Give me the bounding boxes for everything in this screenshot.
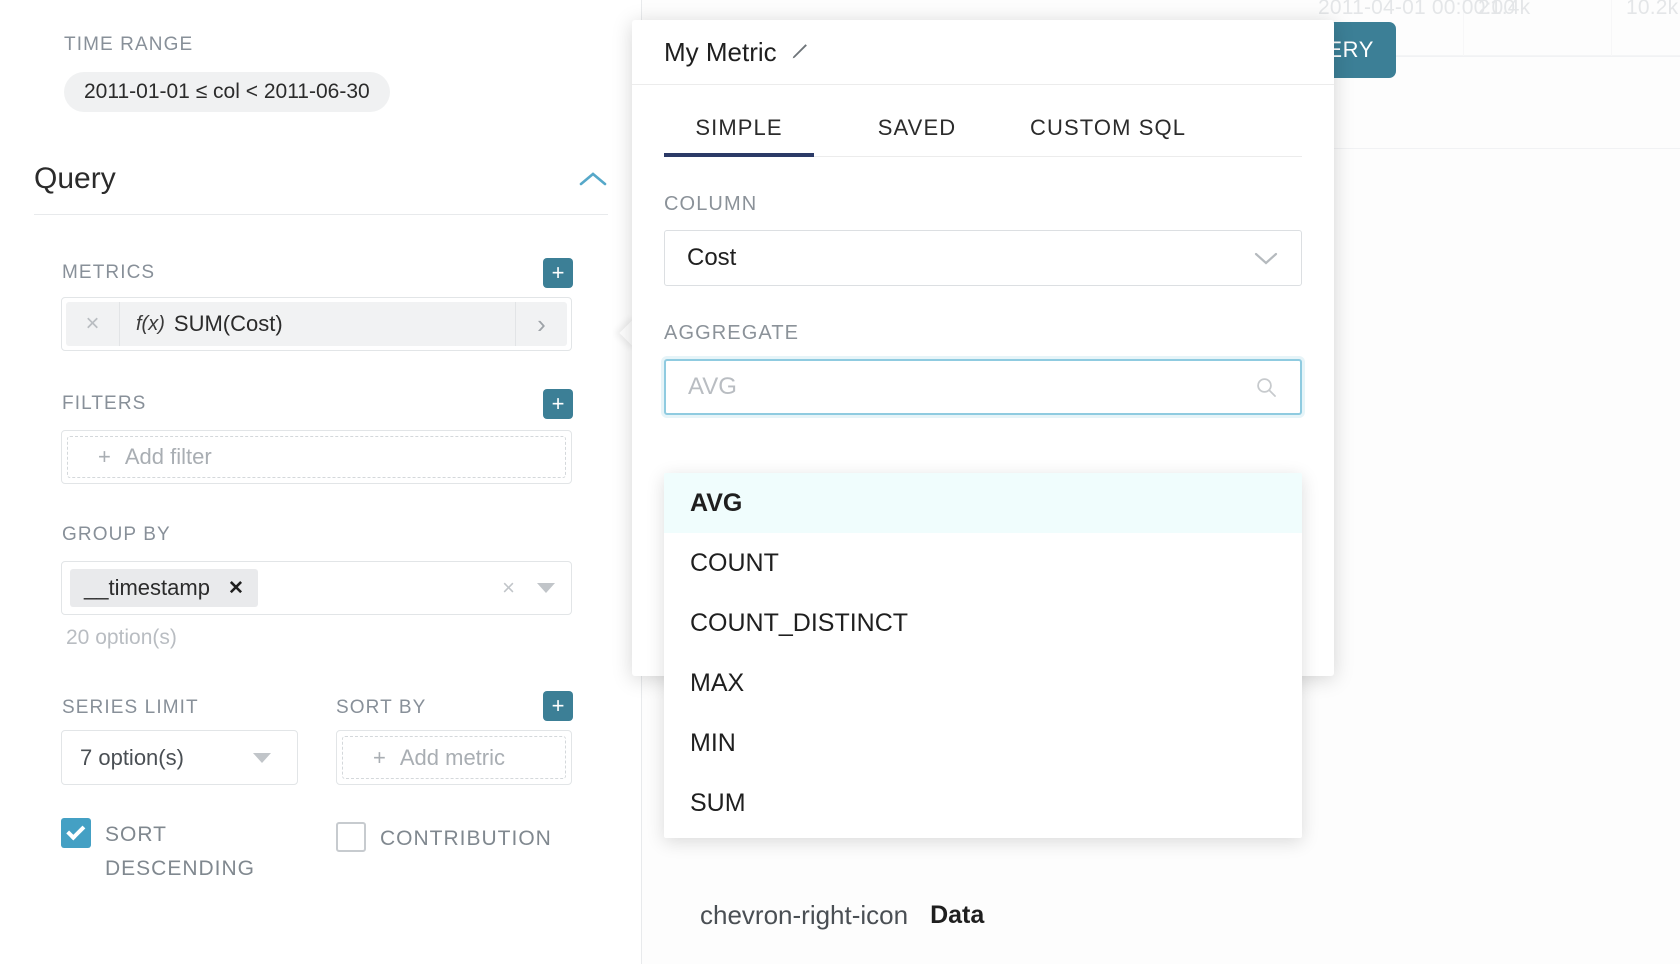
function-icon: f(x): [136, 312, 165, 335]
remove-tag-icon[interactable]: ✕: [227, 577, 244, 599]
column-select[interactable]: Cost: [664, 230, 1302, 286]
chevron-right-icon[interactable]: chevron-right-icon: [700, 900, 909, 930]
series-limit-value: 7 option(s): [80, 744, 184, 770]
sort-descending-label: SORT DESCENDING: [105, 823, 256, 880]
add-filter-button[interactable]: +: [543, 389, 573, 419]
results-table: 2011-04-01 00:00:00 21.4k 10.2k 627.77: [1304, 0, 1680, 56]
contribution-checkbox[interactable]: [336, 822, 366, 852]
metrics-label: METRICS: [62, 262, 156, 283]
clear-icon[interactable]: ×: [502, 575, 515, 600]
option-sum[interactable]: SUM: [690, 788, 746, 817]
chevron-up-icon[interactable]: [578, 170, 608, 188]
remove-metric-icon[interactable]: ×: [66, 302, 120, 346]
table-cell: 10.2k: [1612, 0, 1680, 56]
metric-chip[interactable]: × f(x) SUM(Cost) ›: [66, 302, 567, 346]
pencil-icon[interactable]: [789, 41, 811, 63]
popover-title: My Metric: [664, 36, 777, 67]
popover-tabs: SIMPLE SAVED CUSTOM SQL: [632, 115, 1334, 157]
column-value: Cost: [687, 244, 737, 271]
sort-descending-checkbox-row[interactable]: SORT DESCENDING: [61, 818, 301, 886]
filters-label: FILTERS: [62, 393, 147, 414]
plus-icon: +: [98, 444, 111, 469]
option-avg[interactable]: AVG: [664, 473, 1302, 533]
add-filter-label: Add filter: [124, 444, 212, 469]
group-by-label: GROUP BY: [62, 524, 171, 545]
contribution-label: CONTRIBUTION: [380, 827, 552, 850]
tab-simple[interactable]: SIMPLE: [695, 115, 783, 140]
query-section-title: Query: [34, 162, 116, 195]
plus-icon: +: [373, 744, 386, 770]
popover-header: My Metric: [632, 20, 1334, 85]
tabs-divider: [664, 156, 1302, 157]
column-label: COLUMN: [664, 193, 758, 215]
add-metric-button[interactable]: +: [543, 258, 573, 288]
caret-down-icon[interactable]: [537, 583, 555, 593]
filters-field: + Add filter: [61, 430, 572, 484]
control-panel: TIME RANGE 2011-01-01 ≤ col < 2011-06-30…: [0, 0, 642, 964]
popover-body: COLUMN Cost AGGREGATE AVG: [632, 193, 1334, 415]
option-max[interactable]: MAX: [690, 668, 745, 697]
metrics-field: × f(x) SUM(Cost) ›: [61, 297, 572, 351]
add-metric-label: Add metric: [399, 744, 506, 770]
time-range-label: TIME RANGE: [64, 34, 194, 55]
aggregate-placeholder: AVG: [688, 373, 737, 400]
metric-chip-label: SUM(Cost): [173, 311, 283, 336]
group-by-options-count: 20 option(s): [66, 626, 177, 649]
time-range-value[interactable]: 2011-01-01 ≤ col < 2011-06-30: [64, 72, 390, 112]
data-section-label: Data: [930, 901, 985, 929]
group-by-select[interactable]: __timestamp ✕ ×: [61, 561, 572, 615]
sort-by-label: SORT BY: [336, 697, 427, 718]
aggregate-label: AGGREGATE: [664, 322, 800, 344]
table-divider: [1304, 56, 1680, 57]
option-count-distinct[interactable]: COUNT_DISTINCT: [690, 608, 909, 637]
table-cell: 2011-04-01 00:00:00: [1304, 0, 1515, 56]
contribution-checkbox-row[interactable]: CONTRIBUTION: [336, 822, 552, 856]
query-section-header[interactable]: Query: [34, 162, 608, 215]
group-by-tag-label: __timestamp: [84, 575, 210, 600]
table-row: 2011-04-01 00:00:00 21.4k 10.2k 627.77: [1304, 0, 1680, 56]
group-by-tag: __timestamp ✕: [70, 569, 258, 607]
chevron-right-icon[interactable]: ›: [515, 302, 567, 346]
caret-down-icon[interactable]: [253, 752, 271, 763]
sort-by-field: + Add metric: [336, 730, 572, 785]
option-count[interactable]: COUNT: [690, 548, 779, 577]
data-section-header[interactable]: chevron-right-icon Data: [700, 900, 984, 931]
chevron-down-icon[interactable]: [1253, 251, 1279, 266]
tab-custom-sql[interactable]: CUSTOM SQL: [1029, 115, 1187, 140]
option-min[interactable]: MIN: [690, 728, 736, 757]
active-tab-indicator: [664, 153, 814, 157]
table-divider: [1304, 148, 1680, 149]
tab-saved[interactable]: SAVED: [877, 115, 957, 140]
aggregate-input[interactable]: AVG: [664, 359, 1302, 415]
series-limit-select[interactable]: 7 option(s): [61, 730, 298, 785]
add-filter-dropzone[interactable]: + Add filter: [67, 436, 566, 478]
search-icon[interactable]: [1254, 375, 1278, 399]
add-metric-dropzone[interactable]: + Add metric: [342, 736, 566, 779]
table-cell: 21.4k: [1464, 0, 1612, 56]
series-limit-label: SERIES LIMIT: [62, 697, 199, 718]
add-sort-metric-button[interactable]: +: [543, 691, 573, 721]
sort-descending-checkbox[interactable]: [61, 818, 91, 848]
aggregate-options-dropdown[interactable]: AVG COUNT COUNT_DISTINCT MAX MIN SUM: [664, 473, 1302, 838]
